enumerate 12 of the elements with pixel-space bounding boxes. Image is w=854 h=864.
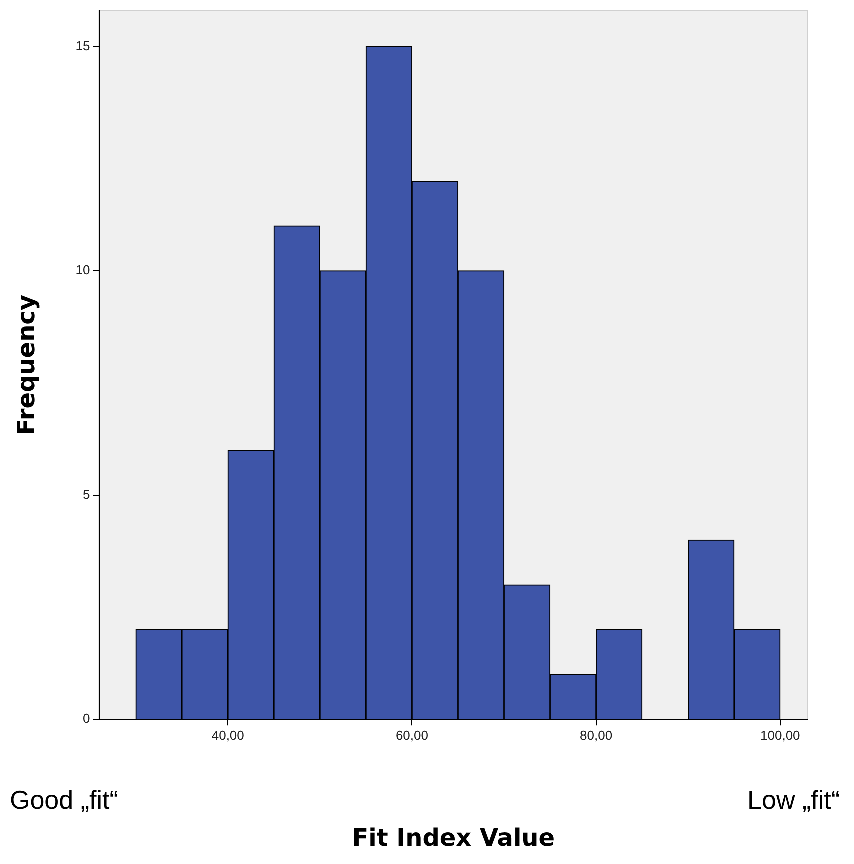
text: Good „fit“: [10, 784, 118, 815]
x-tick-label: 100,00: [760, 728, 800, 743]
x-tick-label: 80,00: [580, 728, 613, 743]
y-tick-label: 5: [83, 486, 90, 502]
text: Low „fit“: [748, 784, 840, 815]
y-tick-label: 15: [76, 38, 90, 54]
y-tick-label: 10: [76, 262, 90, 278]
x-axis-title: Fit Index Value: [352, 824, 556, 852]
y-tick-label: 0: [83, 711, 90, 726]
y-axis-title: Frequency: [12, 294, 41, 436]
x-tick-label: 40,00: [212, 728, 244, 743]
x-tick-label: 60,00: [396, 728, 428, 743]
